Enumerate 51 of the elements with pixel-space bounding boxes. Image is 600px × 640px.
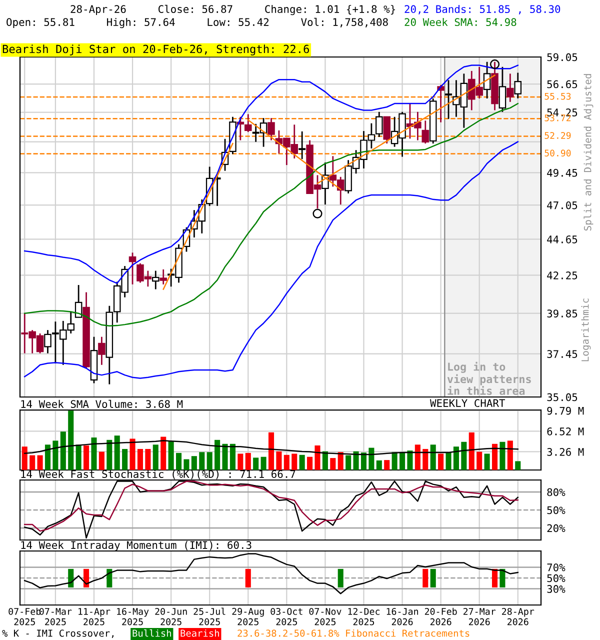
text: Bearish Doji Star on 20-Feb-26, Strength: 22.6 bbox=[2, 44, 309, 56]
x-tick-label: 03-Oct 2025 bbox=[270, 608, 302, 626]
chart-title: 14 Week Intraday Momentum (IMI): 60.3 bbox=[21, 540, 252, 551]
y-tick-label: 3.26 M bbox=[547, 448, 584, 456]
ref-line-label: 50.90 bbox=[544, 150, 571, 156]
y-tick-label: 54.25 bbox=[547, 108, 578, 116]
y-tick-label: 42.25 bbox=[547, 271, 578, 280]
x-tick-label: 07-Feb 2025 bbox=[8, 608, 41, 626]
y-tick-label: 6.52 M bbox=[547, 427, 584, 436]
y-tick-label: 47.05 bbox=[547, 201, 578, 210]
x-tick-label: 20-Feb 2026 bbox=[424, 608, 457, 626]
y-tick-label: 44.65 bbox=[547, 235, 578, 244]
x-tick-label: 12-Dec 2025 bbox=[348, 608, 380, 626]
y-tick-label: 50% bbox=[547, 574, 566, 582]
y-tick-label: 59.05 bbox=[547, 53, 578, 62]
text: 23.6-38.2-50-61.8% Fibonacci Retracements bbox=[238, 629, 470, 637]
text: WEEKLY CHART bbox=[430, 399, 506, 408]
y-tick-label: 39.85 bbox=[547, 310, 578, 318]
y-axis-title: Split and Dividend Adjusted bbox=[584, 74, 594, 231]
y-tick-label: 49.45 bbox=[547, 168, 578, 177]
ref-line-label: 52.29 bbox=[544, 132, 571, 139]
x-tick-label: 27-Mar 2026 bbox=[463, 608, 496, 626]
y-tick-label: 56.65 bbox=[547, 80, 578, 88]
y-tick-label: 70% bbox=[547, 563, 566, 572]
y-tick-label: 50% bbox=[547, 506, 566, 514]
y-tick-label: 30% bbox=[547, 585, 566, 593]
text: Logarithmic bbox=[581, 298, 591, 362]
text: Bullish bbox=[132, 629, 171, 637]
x-tick-label: 20-Jun 2025 bbox=[155, 608, 187, 626]
x-tick-label: 29-Aug 2025 bbox=[232, 608, 264, 626]
text: Bearish bbox=[180, 629, 219, 637]
chart-subtitle: Open: 55.81 High: 57.64 Low: 55.42 Vol: 1,758,408 bbox=[6, 18, 388, 28]
text: 20,2 Bands: 51.85 , 58.30 bbox=[404, 4, 560, 14]
band-label: Log in to view patterns in this area bbox=[447, 362, 531, 395]
x-tick-label: 28-Apr 2026 bbox=[502, 608, 534, 626]
y-tick-label: 20% bbox=[547, 524, 566, 532]
y-tick-label: 35.05 bbox=[547, 393, 578, 402]
x-tick-label: 07-Nov 2025 bbox=[309, 608, 342, 626]
x-tick-label: 11-Apr 2025 bbox=[78, 608, 110, 626]
text: 20 Week SMA: 54.98 bbox=[404, 18, 516, 26]
y-tick-label: 80% bbox=[547, 488, 566, 496]
x-tick-label: 25-Jul 2025 bbox=[194, 608, 226, 626]
y-tick-label: 37.45 bbox=[547, 350, 578, 358]
x-tick-label: 07-Mar 2025 bbox=[39, 608, 72, 626]
x-tick-label: 16-May 2025 bbox=[117, 608, 149, 626]
ref-line-label: 55.53 bbox=[544, 92, 571, 100]
chart-title: 28-Apr-26 Close: 56.87 Change: 1.01 {+1.8 %} bbox=[70, 4, 395, 16]
y-tick-label: 9.79 M bbox=[547, 406, 584, 415]
x-tick-label: 16-Jan 2026 bbox=[386, 608, 418, 626]
legend-title: % K - IMI Crossover, bbox=[2, 630, 114, 638]
text: 14 Week SMA Volume: 3.68 M bbox=[21, 400, 183, 408]
